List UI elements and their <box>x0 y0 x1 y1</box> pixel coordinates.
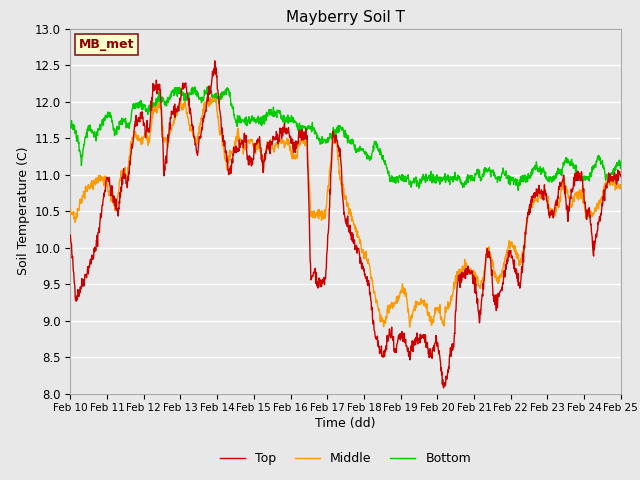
Line: Middle: Middle <box>70 97 621 327</box>
Bottom <box>617 164 625 169</box>
Y-axis label: Soil Temperature (C): Soil Temperature (C) <box>17 147 30 276</box>
Middle <box>132 129 140 134</box>
Top <box>132 118 140 124</box>
Middle <box>406 324 413 330</box>
Top <box>322 276 330 281</box>
Line: Top: Top <box>70 61 621 388</box>
Middle <box>207 95 214 100</box>
Bottom <box>312 131 319 137</box>
Middle <box>300 135 308 141</box>
Middle <box>322 212 330 218</box>
Bottom <box>380 158 388 164</box>
Bottom <box>515 187 522 193</box>
Top <box>109 195 117 201</box>
Top <box>300 132 308 137</box>
Top <box>617 174 625 180</box>
Bottom <box>322 140 330 145</box>
Top <box>440 385 447 391</box>
Top <box>211 58 218 64</box>
Bottom <box>109 123 117 129</box>
Middle <box>380 318 388 324</box>
Bottom <box>132 104 140 109</box>
Bottom <box>67 125 74 131</box>
Bottom <box>300 124 308 130</box>
Middle <box>109 198 117 204</box>
Line: Bottom: Bottom <box>70 86 621 190</box>
Top <box>312 280 319 286</box>
Middle <box>617 183 625 189</box>
Middle <box>312 213 319 218</box>
X-axis label: Time (dd): Time (dd) <box>316 418 376 431</box>
Top <box>380 348 388 354</box>
Bottom <box>206 84 214 89</box>
Middle <box>67 206 74 212</box>
Top <box>67 232 74 238</box>
Text: MB_met: MB_met <box>79 38 134 51</box>
Title: Mayberry Soil T: Mayberry Soil T <box>286 10 405 25</box>
Legend: Top, Middle, Bottom: Top, Middle, Bottom <box>215 447 476 470</box>
